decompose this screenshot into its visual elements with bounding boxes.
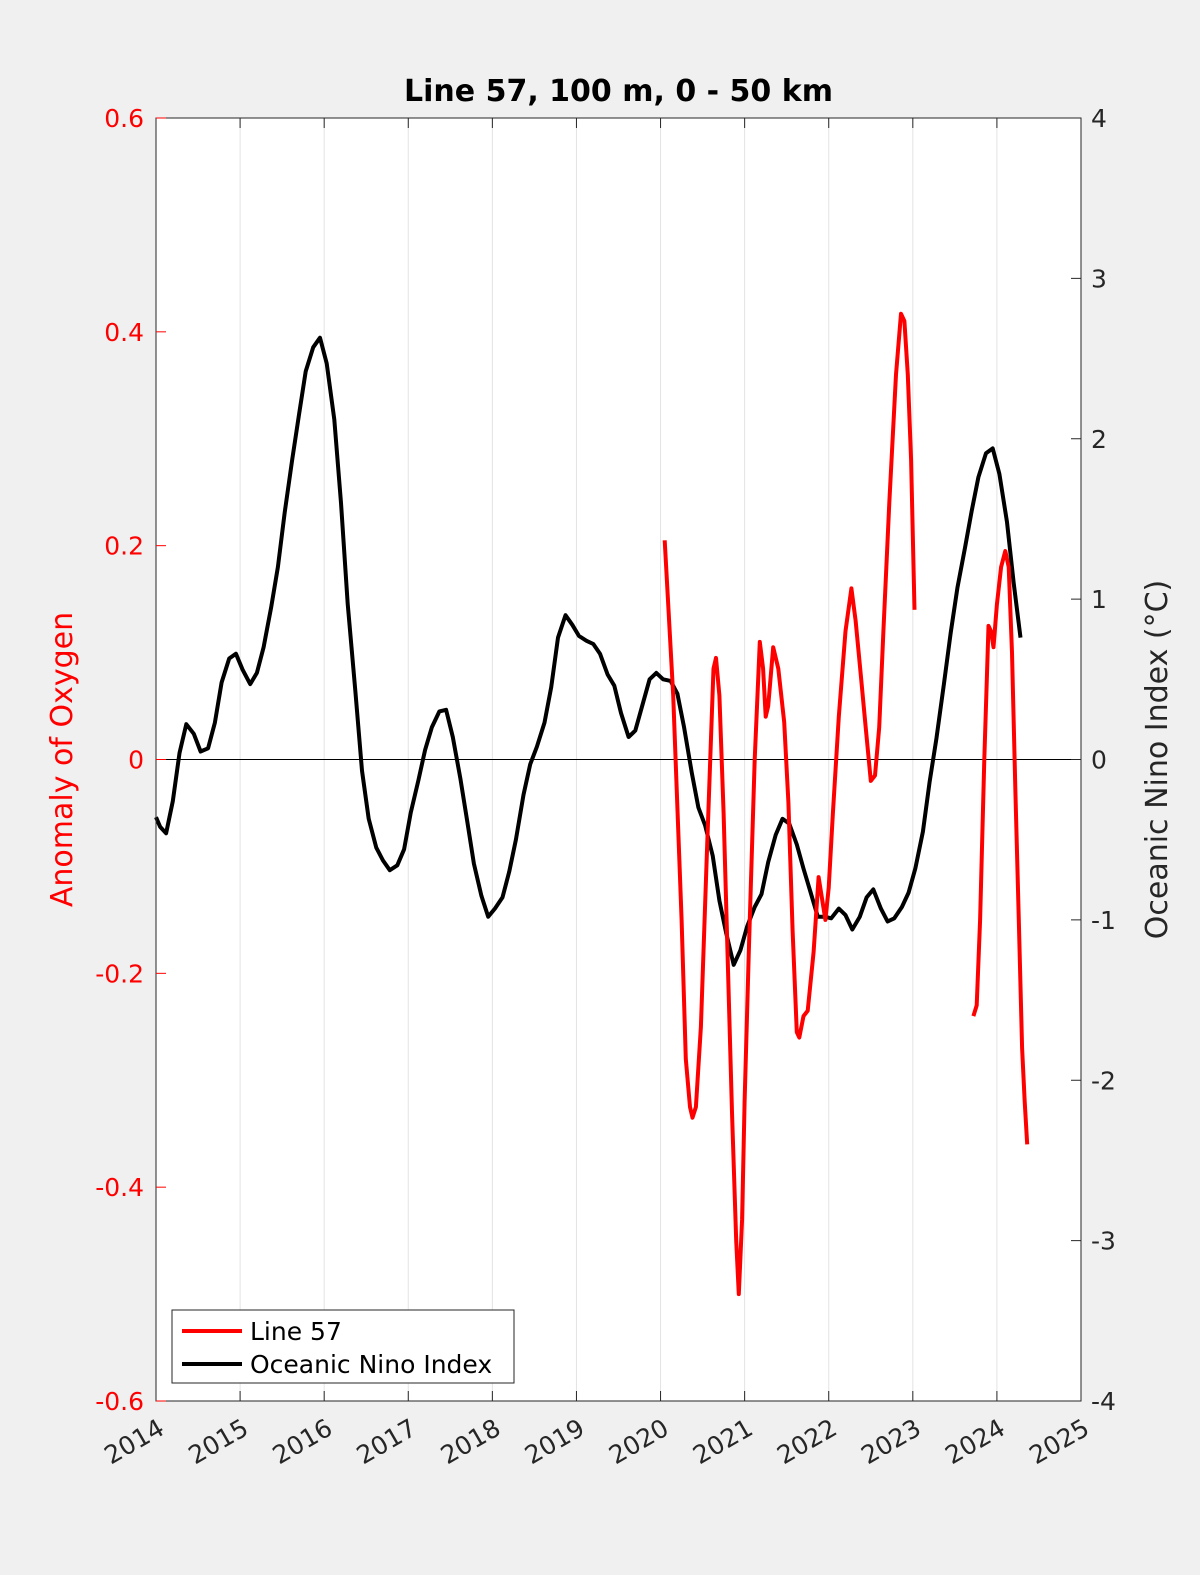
x-tick-label: 2021 [688, 1413, 758, 1470]
y-left-tick-label: -0.4 [95, 1173, 144, 1202]
y-left-tick-label: -0.2 [95, 959, 144, 988]
y-right-tick-label: 1 [1091, 585, 1107, 614]
y-right-tick-label: 4 [1091, 104, 1107, 133]
y-right-tick-label: 2 [1091, 425, 1107, 454]
y-right-tick-label: -2 [1091, 1066, 1116, 1095]
legend: Line 57 Oceanic Nino Index [171, 1309, 515, 1384]
legend-label-line57: Line 57 [250, 1317, 342, 1346]
x-tick-label: 2018 [436, 1413, 506, 1470]
x-tick-label: 2024 [940, 1413, 1010, 1470]
y-left-tick-label: 0.2 [104, 532, 144, 561]
x-tick-label: 2023 [856, 1413, 926, 1470]
x-tick-label: 2014 [99, 1413, 169, 1470]
x-tick-label: 2020 [604, 1413, 674, 1470]
x-tick-label: 2022 [772, 1413, 842, 1470]
legend-box [171, 1309, 515, 1384]
y-left-tick-label: -0.6 [95, 1387, 144, 1416]
chart-title: Line 57, 100 m, 0 - 50 km [404, 74, 833, 109]
x-tick-label: 2015 [183, 1413, 253, 1470]
x-tick-label: 2025 [1024, 1413, 1094, 1470]
y-right-tick-label: 0 [1091, 746, 1107, 775]
y-axis-right-label: Oceanic Nino Index (°C) [1140, 580, 1175, 940]
y-right-tick-label: -1 [1091, 906, 1116, 935]
x-tick-label: 2017 [352, 1413, 422, 1470]
series-layer [154, 311, 1030, 1297]
y-left-tick-label: 0.6 [104, 104, 144, 133]
y-axis-left-label: Anomaly of Oxygen [45, 612, 80, 907]
x-tick-label: 2019 [520, 1413, 590, 1470]
x-tick-label: 2016 [268, 1413, 338, 1470]
y-left-tick-label: 0 [128, 746, 144, 775]
y-right-tick-label: -4 [1091, 1387, 1116, 1416]
y-right-tick-label: -3 [1091, 1227, 1116, 1256]
legend-label-oni: Oceanic Nino Index [250, 1350, 492, 1379]
y-left-tick-label: 0.4 [104, 318, 144, 347]
y-right-tick-label: 3 [1091, 264, 1107, 293]
series-line-oceanic-nino-index [154, 335, 1023, 967]
series-line-line-57 [971, 549, 1030, 1145]
series-line-line-57 [662, 311, 917, 1297]
